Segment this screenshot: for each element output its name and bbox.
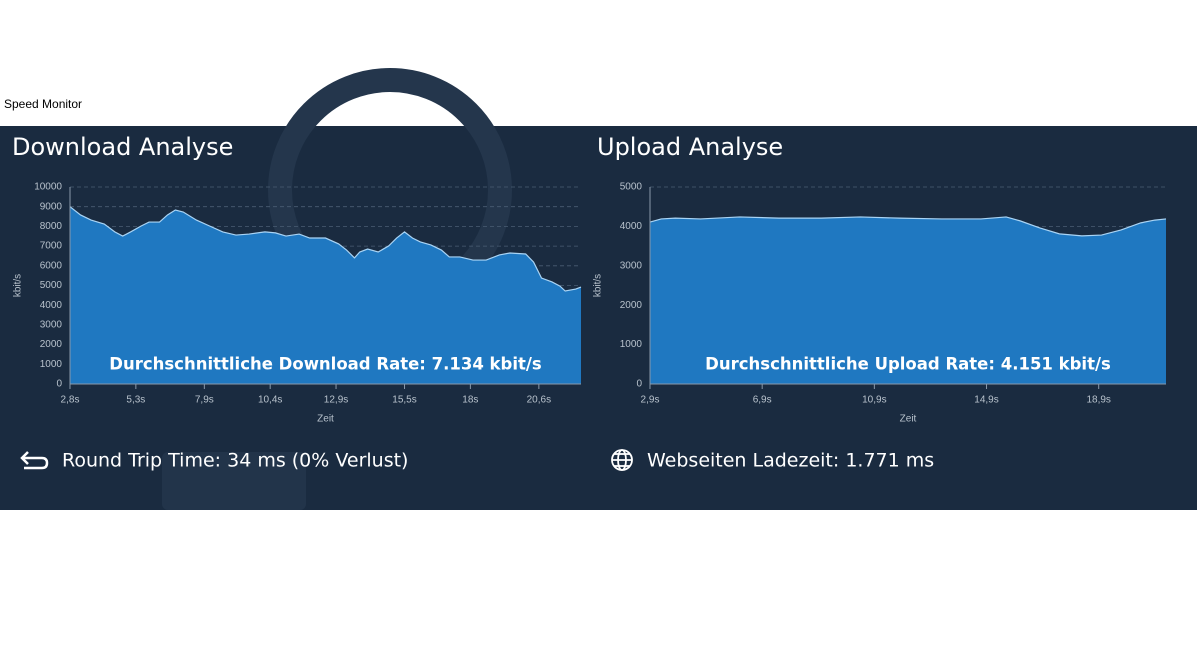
- chart-annotation: Durchschnittliche Download Rate: 7.134 k…: [109, 355, 542, 374]
- x-tick-label: 2,9s: [641, 395, 660, 406]
- chart-title: Download Analyse: [12, 133, 233, 161]
- x-tick-label: 7,9s: [195, 395, 214, 406]
- x-tick-label: 10,4s: [258, 395, 282, 406]
- series-line: [69, 206, 582, 292]
- y-tick-label: 2000: [620, 300, 643, 311]
- y-tick-label: 3000: [620, 260, 643, 271]
- x-tick-label: 15,5s: [392, 395, 416, 406]
- area-fill: [650, 216, 1166, 384]
- ghost-button: [162, 452, 306, 510]
- y-tick-label: 0: [56, 379, 62, 390]
- x-tick-label: 10,9s: [862, 395, 886, 406]
- x-axis-label: Zeit: [317, 414, 334, 425]
- y-tick-label: 1000: [620, 339, 643, 350]
- y-axis-label: kbit/s: [13, 274, 24, 297]
- y-tick-label: 2000: [40, 339, 63, 350]
- y-axis-label: kbit/s: [593, 274, 604, 297]
- y-tick-label: 5000: [620, 182, 643, 193]
- chart-annotation: Durchschnittliche Upload Rate: 4.151 kbi…: [705, 355, 1111, 374]
- x-tick-label: 20,6s: [527, 395, 551, 406]
- x-tick-label: 12,9s: [324, 395, 348, 406]
- y-tick-label: 5000: [40, 280, 63, 291]
- series-line: [649, 216, 1167, 237]
- y-tick-label: 3000: [40, 320, 63, 331]
- app-title: Speed Monitor: [4, 97, 82, 111]
- x-tick-label: 5,3s: [126, 395, 145, 406]
- rtt-icon: [20, 451, 49, 470]
- page-load-time: Webseiten Ladezeit: 1.771 ms: [647, 450, 934, 472]
- x-tick-label: 14,9s: [974, 395, 998, 406]
- round-trip-time: Round Trip Time: 34 ms (0% Verlust): [62, 450, 408, 472]
- area-fill: [70, 206, 581, 384]
- y-tick-label: 1000: [40, 359, 63, 370]
- globe-icon: [611, 449, 633, 471]
- chart-title: Upload Analyse: [597, 133, 783, 161]
- y-tick-label: 0: [636, 379, 642, 390]
- y-tick-label: 10000: [34, 182, 62, 193]
- x-tick-label: 18,9s: [1086, 395, 1110, 406]
- x-axis-label: Zeit: [900, 414, 917, 425]
- x-tick-label: 2,8s: [61, 395, 80, 406]
- y-tick-label: 4000: [40, 300, 63, 311]
- y-tick-label: 4000: [620, 221, 643, 232]
- y-tick-label: 6000: [40, 260, 63, 271]
- y-tick-label: 7000: [40, 241, 63, 252]
- y-tick-label: 8000: [40, 221, 63, 232]
- x-tick-label: 18s: [462, 395, 478, 406]
- x-tick-label: 6,9s: [753, 395, 772, 406]
- y-tick-label: 9000: [40, 201, 63, 212]
